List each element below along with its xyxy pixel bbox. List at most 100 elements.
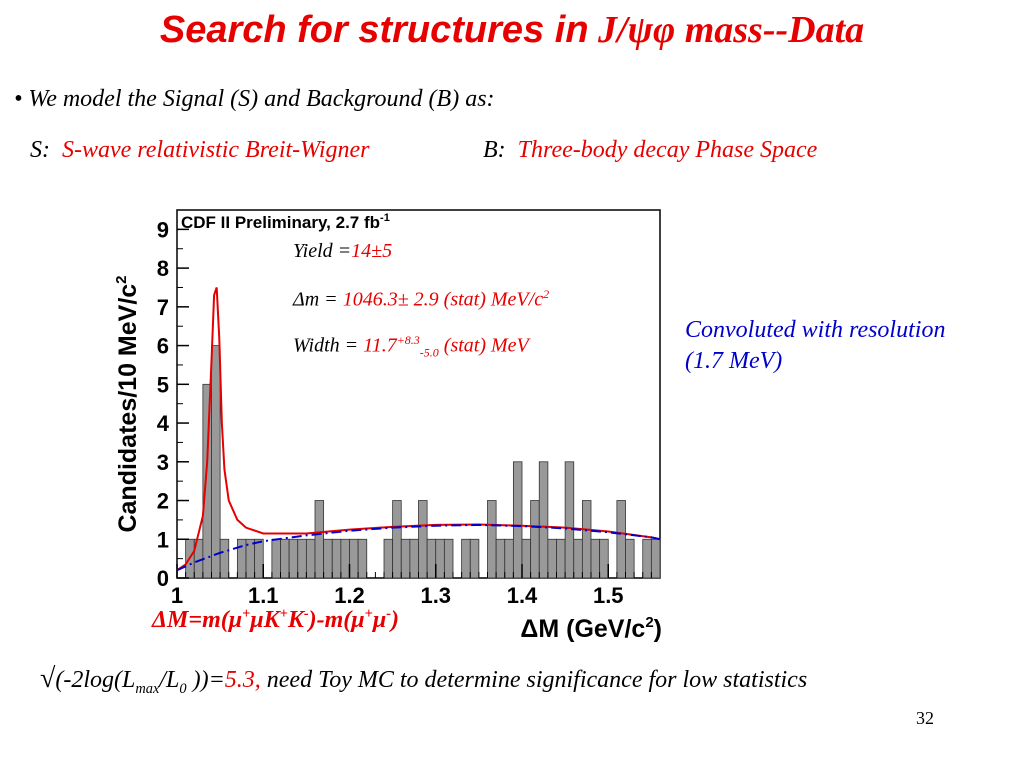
histogram-bar (357, 538, 368, 579)
background-label: B: (483, 137, 506, 163)
histogram-bar (392, 500, 402, 579)
xexpr-p1: ΔM=m(μ (152, 607, 243, 633)
fit-width-sup: +8.3 (396, 333, 420, 347)
fit-yield-value: 14±5 (351, 240, 393, 262)
histogram-bar (349, 538, 359, 579)
bullet-line: • We model the Signal (S) and Background… (14, 86, 495, 112)
xexpr-s4: + (364, 606, 373, 622)
title-part2: J/ψφ (598, 9, 676, 51)
signal-label: S: (30, 137, 50, 163)
x-tick-label: 1.3 (420, 583, 451, 608)
histogram-bar (288, 538, 299, 579)
x-tick-label: 1 (171, 583, 183, 608)
xexpr-p6: ) (391, 607, 400, 633)
background-curve (176, 523, 661, 572)
fit-width-label: Width = (293, 334, 359, 357)
histogram-bar (271, 538, 281, 579)
fit-width-value: 11.7 (363, 334, 397, 357)
y-tick-label: 8 (157, 256, 169, 281)
histogram-bar (556, 538, 566, 579)
fit-yield: Yield =14±5 (293, 240, 392, 263)
histogram-bar (581, 500, 592, 579)
histogram-bar (521, 538, 532, 579)
delta-m-definition: ΔM=m(μ+μK+K-)-m(μ+μ-) (152, 606, 399, 634)
xexpr-p3: K (287, 607, 304, 633)
y-tick-label: 9 (157, 217, 169, 242)
signal-model: S: S-wave relativistic Breit-Wigner (30, 137, 369, 164)
y-tick-label: 0 (157, 566, 169, 591)
xexpr-s3: - (303, 606, 309, 622)
histogram-bar (400, 538, 411, 579)
x-tick-label: 1.1 (248, 583, 279, 608)
histogram-bar (461, 538, 471, 579)
background-text: Three-body decay Phase Space (517, 137, 818, 163)
fit-width: Width = 11.7+8.3-5.0 (stat) MeV (293, 333, 529, 361)
convolution-line1: Convoluted with resolution (685, 317, 946, 343)
sqrt-symbol: √ (40, 663, 56, 694)
footer-sub2: 0 (179, 680, 187, 697)
plot-title-sup: -1 (380, 212, 390, 224)
x-axis-label: ΔM (GeV/c2) (520, 614, 662, 643)
y-axis-label: Candidates/10 MeV/c2 (113, 275, 142, 532)
histogram-bar (625, 538, 635, 579)
histogram-bar (573, 538, 583, 579)
convolution-note: Convoluted with resolution (1.7 MeV) (685, 315, 945, 377)
footer-sub1: max (135, 680, 160, 697)
histogram-bar (642, 538, 652, 579)
histogram-bar (305, 538, 316, 579)
fit-width-sub: -5.0 (419, 345, 439, 360)
page-number: 32 (916, 708, 934, 728)
histogram-bar (280, 538, 290, 579)
histogram-bar (538, 461, 549, 579)
y-tick-label: 3 (157, 450, 169, 475)
plot-title: CDF II Preliminary, 2.7 fb-1 (181, 212, 390, 232)
histogram-bar (564, 461, 575, 579)
histogram-bar (314, 500, 325, 579)
histogram-bar (530, 500, 540, 579)
fit-dm-label: Δm = (293, 288, 338, 311)
fit-dm-value: 1046.3± 2.9 (stat) MeV/c (342, 288, 544, 311)
y-axis-label-sup: 2 (113, 275, 130, 283)
fit-curve (176, 287, 661, 572)
x-axis-label-sup: 2 (645, 614, 653, 631)
histogram-bar (616, 500, 626, 579)
fit-width-suffix: (stat) MeV (438, 334, 529, 357)
x-tick-label: 1.5 (593, 583, 624, 608)
histogram-bar (383, 538, 394, 579)
footer-p2: /L (159, 667, 180, 693)
fit-dm-sup: 2 (543, 287, 550, 301)
title-part3: mass--Data (684, 9, 865, 51)
convolution-line2: (1.7 MeV) (685, 348, 783, 374)
footer-p1: (-2log(L (55, 667, 136, 693)
x-tick-label: 1.4 (507, 583, 538, 608)
footer-p3: ))= (186, 667, 225, 693)
histogram-bar (512, 461, 523, 579)
xexpr-p2: μK (250, 607, 280, 633)
histogram-bar (219, 538, 230, 579)
histogram-bar (409, 538, 419, 579)
histogram-bar (590, 538, 601, 579)
xexpr-p4: )-m(μ (308, 607, 365, 633)
slide-title: Search for structures in J/ψφ mass--Data (0, 8, 1024, 52)
histogram-bar (495, 538, 506, 579)
histogram-bar (435, 538, 445, 579)
background-model: B: Three-body decay Phase Space (483, 137, 817, 164)
x-tick-label: 1.2 (334, 583, 365, 608)
histogram-bar (547, 538, 557, 579)
histogram-bar (254, 538, 264, 579)
histogram-bar (426, 538, 437, 579)
y-tick-label: 2 (157, 489, 169, 514)
histogram-bar (211, 345, 221, 579)
significance-value: 5.3, (224, 667, 261, 693)
y-tick-label: 1 (157, 527, 169, 552)
xexpr-s5: - (386, 606, 392, 622)
y-tick-label: 4 (157, 411, 170, 436)
histogram-bar (504, 538, 514, 579)
histogram-bar (331, 538, 342, 579)
histogram-bar (297, 538, 307, 579)
histogram-bar (599, 538, 609, 579)
xexpr-s2: + (279, 606, 288, 622)
y-tick-label: 7 (157, 295, 169, 320)
footer-p4: need Toy MC to determine significance fo… (260, 667, 808, 693)
